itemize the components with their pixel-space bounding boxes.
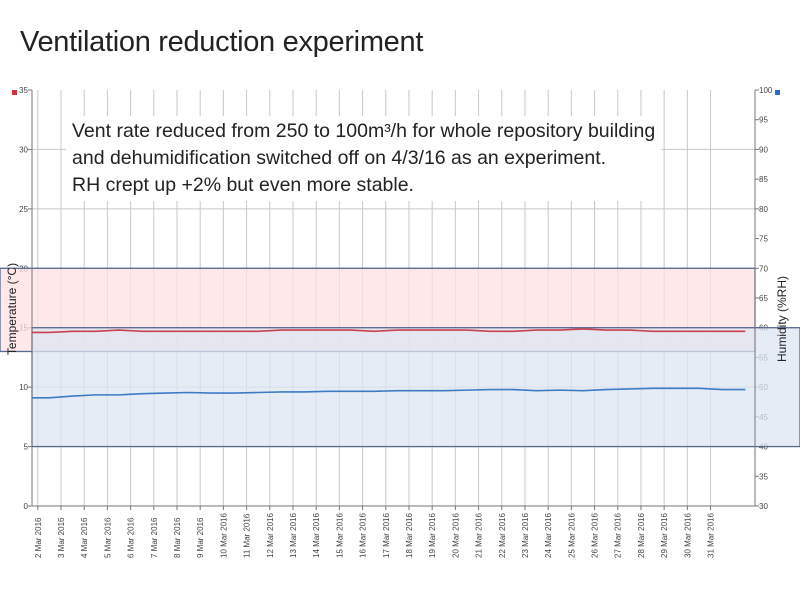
slide-title: Ventilation reduction experiment [20,26,424,58]
y-right-tick-label: 30 [759,502,768,511]
x-tick-label: 2 Mar 2016 [34,517,43,558]
note-line: RH crept up +2% but even more stable. [72,174,414,196]
x-tick-label: 19 Mar 2016 [428,513,437,558]
x-tick-label: 22 Mar 2016 [498,513,507,558]
x-tick-label: 25 Mar 2016 [567,513,576,558]
y-left-tick-label: 25 [19,205,28,214]
y-right-tick-label: 75 [759,235,768,244]
x-tick-label: 7 Mar 2016 [150,517,159,558]
y-left-tick-label: 30 [19,145,28,154]
note-line: Vent rate reduced from 250 to 100m³/h fo… [72,120,656,142]
y-left-tick-label: 0 [24,502,29,511]
x-tick-label: 3 Mar 2016 [57,517,66,558]
y-right-tick-label: 65 [759,294,768,303]
x-tick-label: 20 Mar 2016 [451,513,460,558]
x-tick-label: 14 Mar 2016 [312,513,321,558]
humidity-series-line [32,387,746,399]
x-tick-label: 23 Mar 2016 [521,513,530,558]
x-tick-label: 11 Mar 2016 [243,513,252,558]
y-right-tick-label: 95 [759,116,768,125]
x-tick-label: 12 Mar 2016 [266,513,275,558]
x-tick-label: 26 Mar 2016 [591,513,600,558]
x-tick-label: 8 Mar 2016 [173,517,182,558]
y-left-tick-label: 35 [19,86,28,95]
y-right-tick-label: 80 [759,205,768,214]
y-right-tick-label: 70 [759,264,768,273]
x-tick-label: 27 Mar 2016 [614,513,623,558]
y-left-axis-label: Temperature (°C) [5,263,19,355]
y-right-axis-label: Humidity (%RH) [775,276,789,362]
x-tick-label: 10 Mar 2016 [219,513,228,558]
x-tick-label: 16 Mar 2016 [359,513,368,558]
y-right-tick-label: 35 [759,472,768,481]
temperature-series-line [32,328,746,334]
x-tick-label: 29 Mar 2016 [660,513,669,558]
x-tick-label: 21 Mar 2016 [475,513,484,558]
y-right-tick-label: 85 [759,175,768,184]
x-tick-label: 5 Mar 2016 [103,517,112,558]
annotation-text-box: Vent rate reduced from 250 to 100m³/h fo… [66,116,662,201]
x-tick-label: 4 Mar 2016 [80,517,89,558]
y-right-tick-label: 90 [759,145,768,154]
target-band [31,327,800,448]
x-tick-label: 15 Mar 2016 [335,513,344,558]
x-tick-label: 31 Mar 2016 [707,513,716,558]
note-line: and dehumidification switched off on 4/3… [72,147,607,169]
x-tick-label: 18 Mar 2016 [405,513,414,558]
x-tick-label: 6 Mar 2016 [127,517,136,558]
x-tick-label: 13 Mar 2016 [289,513,298,558]
y-left-tick-label: 5 [24,443,29,452]
temperature-legend-marker [12,90,17,95]
x-tick-label: 28 Mar 2016 [637,513,646,558]
humidity-legend-marker [775,90,780,95]
x-tick-label: 24 Mar 2016 [544,513,553,558]
x-tick-label: 17 Mar 2016 [382,513,391,558]
x-tick-label: 30 Mar 2016 [683,513,692,558]
y-right-tick-label: 100 [759,86,773,95]
y-left-tick-label: 10 [19,383,28,392]
x-tick-label: 9 Mar 2016 [196,517,205,558]
